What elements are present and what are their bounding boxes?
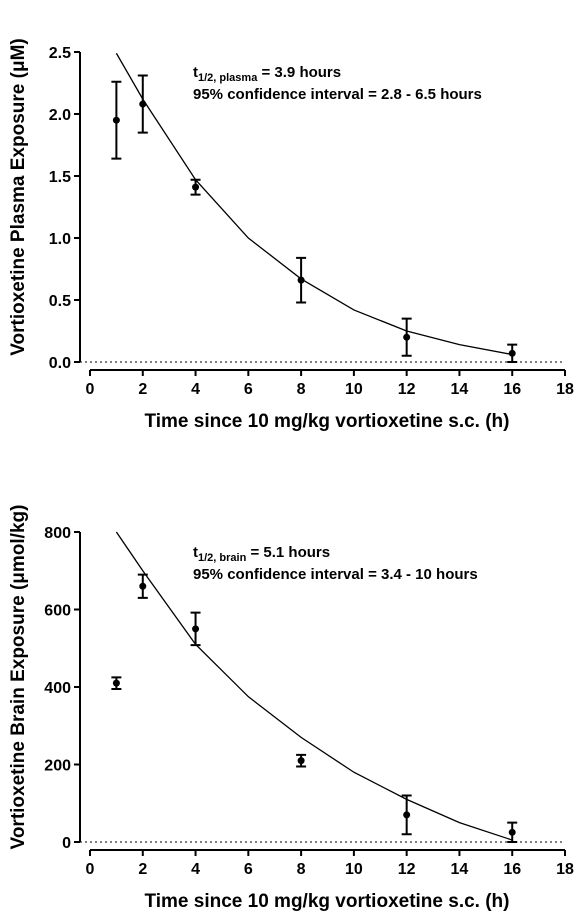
annotation-text: = 5.1 hours [246, 544, 330, 561]
annotation: t1/2, plasma = 3.9 hours [193, 64, 341, 84]
y-axis-label: Vortioxetine Brain Exposure (μmol/kg) [8, 505, 29, 850]
data-point [508, 349, 516, 357]
x-tick-label: 4 [191, 861, 200, 878]
y-tick-label: 0.5 [49, 293, 71, 310]
x-tick-label: 12 [398, 381, 416, 398]
data-point [297, 276, 305, 284]
y-tick-label: 1.0 [49, 231, 71, 248]
x-tick-label: 10 [345, 861, 363, 878]
x-tick-label: 0 [86, 861, 95, 878]
y-tick-label: 800 [44, 525, 71, 542]
x-tick-label: 8 [297, 381, 306, 398]
x-tick-label: 8 [297, 861, 306, 878]
annotation-text: = 3.9 hours [257, 64, 341, 81]
x-tick-label: 6 [244, 381, 253, 398]
x-axis-label: Time since 10 mg/kg vortioxetine s.c. (h… [145, 891, 510, 912]
x-tick-label: 14 [451, 861, 469, 878]
y-tick-label: 200 [44, 758, 71, 775]
x-tick-label: 16 [503, 861, 521, 878]
x-tick-label: 14 [451, 381, 469, 398]
y-tick-label: 0 [62, 835, 71, 852]
annotation-subscript: 1/2, plasma [198, 72, 258, 84]
x-tick-label: 4 [191, 381, 200, 398]
x-tick-label: 16 [503, 381, 521, 398]
data-point [112, 679, 120, 687]
data-point [192, 183, 200, 191]
y-tick-label: 400 [44, 680, 71, 697]
x-axis-label: Time since 10 mg/kg vortioxetine s.c. (h… [145, 411, 510, 432]
x-tick-label: 18 [556, 861, 574, 878]
x-tick-label: 2 [138, 861, 147, 878]
x-tick-label: 18 [556, 381, 574, 398]
y-tick-label: 1.5 [49, 169, 71, 186]
annotation-subscript: 1/2, brain [198, 552, 247, 564]
annotation: 95% confidence interval = 2.8 - 6.5 hour… [193, 86, 482, 103]
y-axis-label: Vortioxetine Plasma Exposure (μM) [8, 38, 29, 355]
x-tick-label: 6 [244, 861, 253, 878]
fit-curve [115, 531, 513, 841]
annotation: t1/2, brain = 5.1 hours [193, 544, 330, 564]
y-tick-label: 2.0 [49, 107, 71, 124]
x-tick-label: 2 [138, 381, 147, 398]
x-tick-label: 10 [345, 381, 363, 398]
y-tick-label: 2.5 [49, 45, 71, 62]
y-tick-label: 0.0 [49, 355, 71, 372]
data-point [508, 828, 516, 836]
data-point [403, 333, 411, 341]
annotation-symbol: t [193, 544, 198, 561]
annotation: 95% confidence interval = 3.4 - 10 hours [193, 566, 478, 583]
data-point [112, 116, 120, 124]
y-tick-label: 600 [44, 603, 71, 620]
data-point [139, 582, 147, 590]
data-point [297, 757, 305, 765]
data-point [139, 100, 147, 108]
x-tick-label: 0 [86, 381, 95, 398]
data-point [403, 811, 411, 819]
data-point [192, 625, 200, 633]
x-tick-label: 12 [398, 861, 416, 878]
annotation-symbol: t [193, 64, 198, 81]
